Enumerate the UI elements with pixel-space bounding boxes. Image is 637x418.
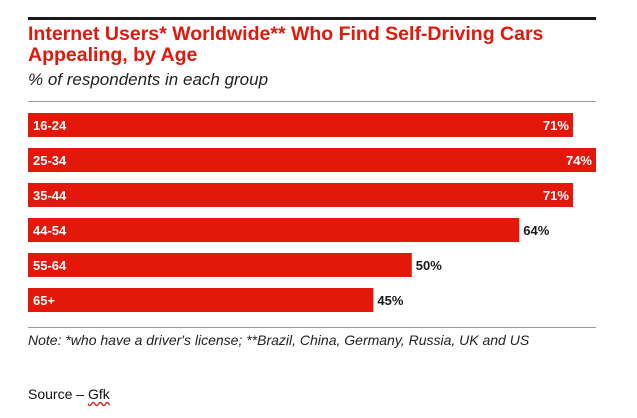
bar-chart: 16-24 71% 25-34 74% 35-44 71% 44-54 64% 55-64 50%… bbox=[28, 113, 596, 312]
value-label: 74% bbox=[566, 153, 592, 168]
category-label: 35-44 bbox=[33, 188, 67, 203]
category-label: 65+ bbox=[33, 293, 55, 308]
chart-note: Note: *who have a driver's license; **Br… bbox=[28, 332, 530, 348]
category-label: 25-34 bbox=[33, 153, 67, 168]
chart-title: Internet Users* Worldwide** Who Find Sel… bbox=[28, 23, 544, 66]
value-label: 50% bbox=[416, 258, 442, 273]
category-label: 16-24 bbox=[33, 118, 67, 133]
bar-55-64 bbox=[28, 253, 412, 277]
bar-65+ bbox=[28, 288, 374, 312]
note-rule bbox=[28, 327, 596, 328]
subtitle-rule bbox=[28, 101, 596, 102]
value-label: 45% bbox=[377, 293, 403, 308]
top-rule bbox=[28, 17, 596, 20]
value-label: 64% bbox=[523, 223, 549, 238]
bar-25-34 bbox=[28, 148, 596, 172]
source-prefix: Source – bbox=[28, 386, 88, 402]
source-name: Gfk bbox=[87, 386, 110, 402]
category-label: 44-54 bbox=[33, 223, 67, 238]
value-label: 71% bbox=[543, 118, 569, 133]
chart-subtitle: % of respondents in each group bbox=[28, 70, 269, 89]
value-label: 71% bbox=[543, 188, 569, 203]
bar-35-44 bbox=[28, 183, 573, 207]
source-line: Source – Gfk bbox=[28, 386, 110, 402]
bar-16-24 bbox=[28, 113, 573, 137]
category-label: 55-64 bbox=[33, 258, 67, 273]
bar-44-54 bbox=[28, 218, 520, 242]
